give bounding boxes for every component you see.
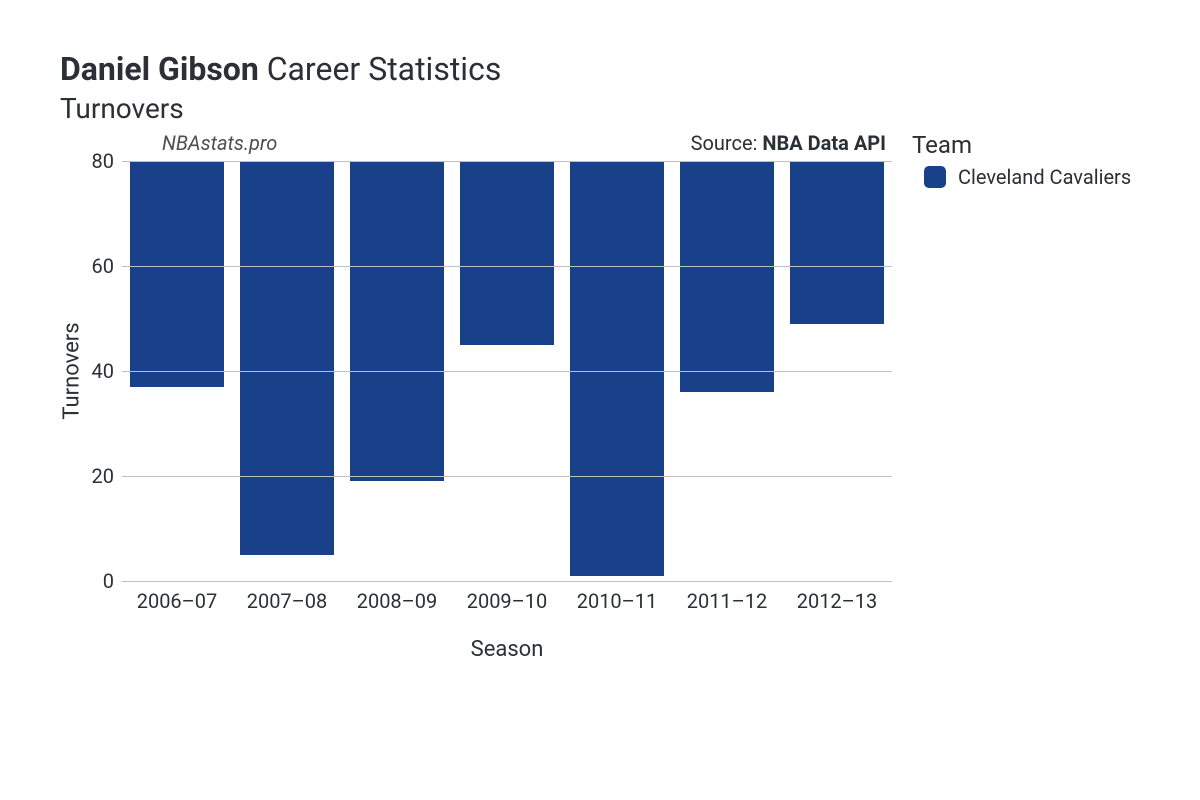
source-label: Source: NBA Data API <box>691 131 886 155</box>
x-tick-label: 2010–11 <box>577 589 658 613</box>
x-tick-label: 2008–09 <box>357 589 438 613</box>
legend-title: Team <box>912 131 1131 159</box>
chart-subtitle: Turnovers <box>60 92 1160 125</box>
x-axis-title: Season <box>122 637 892 662</box>
legend-item: Cleveland Cavaliers <box>912 165 1131 189</box>
source-name: NBA Data API <box>762 131 886 155</box>
chart-area: NBAstats.pro Source: NBA Data API Turnov… <box>60 161 892 662</box>
x-tick-label: 2009–10 <box>467 589 548 613</box>
meta-row: NBAstats.pro Source: NBA Data API <box>122 131 892 155</box>
player-name: Daniel Gibson <box>60 50 259 88</box>
bar <box>790 161 885 324</box>
gridline <box>122 266 892 267</box>
legend-swatch <box>924 166 946 188</box>
gridline <box>122 371 892 372</box>
watermark: NBAstats.pro <box>162 131 277 155</box>
x-tick-label: 2011–12 <box>687 589 768 613</box>
chart-title-block: Daniel Gibson Career Statistics Turnover… <box>60 50 1160 125</box>
plot-region: NBAstats.pro Source: NBA Data API Turnov… <box>122 161 892 581</box>
gridline <box>122 476 892 477</box>
legend: Team Cleveland Cavaliers <box>912 131 1131 189</box>
x-tick-label: 2012–13 <box>797 589 878 613</box>
bar <box>350 161 445 481</box>
bar <box>130 161 225 387</box>
bar <box>460 161 555 345</box>
source-prefix: Source: <box>691 131 763 155</box>
legend-item-label: Cleveland Cavaliers <box>958 165 1131 189</box>
gridline <box>122 581 892 582</box>
bar <box>240 161 335 555</box>
bar <box>680 161 775 392</box>
chart-title: Daniel Gibson Career Statistics <box>60 50 1160 88</box>
x-tick-label: 2007–08 <box>247 589 328 613</box>
gridline <box>122 161 892 162</box>
title-suffix: Career Statistics <box>267 50 502 88</box>
y-tick-label: 20 <box>92 464 114 488</box>
y-tick-label: 0 <box>103 569 114 593</box>
bar <box>570 161 665 576</box>
y-tick-label: 40 <box>92 359 114 383</box>
y-tick-label: 60 <box>92 254 114 278</box>
y-axis-title: Turnovers <box>60 322 85 419</box>
x-tick-label: 2006–07 <box>137 589 218 613</box>
y-tick-label: 80 <box>92 149 114 173</box>
